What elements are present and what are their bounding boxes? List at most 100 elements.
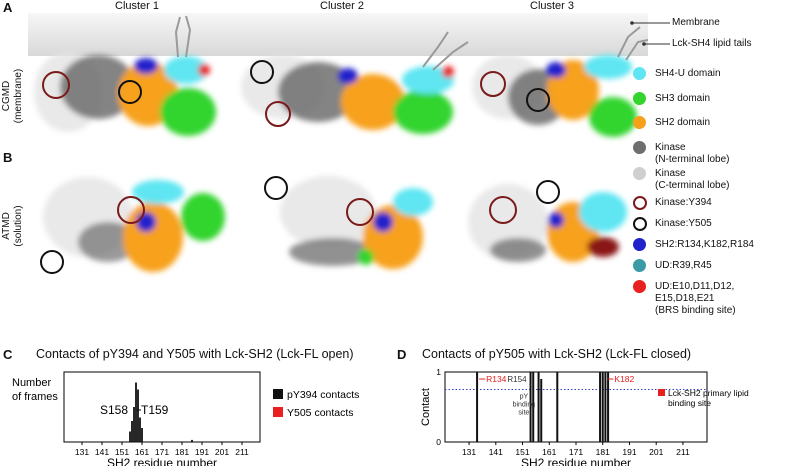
lipid-tails-label: Lck-SH4 lipid tails (672, 38, 752, 49)
y505-ring-icon (40, 250, 64, 274)
chart-c-ylabel: of frames (12, 391, 58, 403)
chart-d-bar (556, 372, 559, 442)
chart-c-xtick-label: 131 (75, 447, 89, 457)
chart-c-xtick-label: 211 (235, 447, 249, 457)
y505-ring-icon (118, 80, 142, 104)
row-label-cgmd: CGMD (membrane) (1, 61, 25, 131)
chart-d-highlight-label: K182 (614, 374, 634, 384)
chart-d-xtick-label: 161 (542, 447, 556, 457)
legend-label: Kinase (655, 142, 686, 153)
chart-c-bar (131, 421, 133, 442)
chart-d-legend-swatch-icon (658, 389, 665, 396)
legend-label: SH4-U domain (655, 68, 721, 79)
legend-item: Kinase:Y505 (633, 217, 712, 231)
y394-ring-icon (489, 196, 517, 224)
panel-letter-c: C (3, 347, 13, 362)
legend-label: UD:E10,D11,D12, (655, 281, 735, 292)
chart-d-highlight-label: R134 (486, 374, 507, 384)
legend-item: SH2 domain (633, 116, 711, 129)
row-label-atmd: ATMD (solution) (1, 191, 25, 261)
chart-d-bar (532, 372, 535, 442)
chart-d-title: Contacts of pY505 with Lck-SH2 (Lck-FL c… (422, 347, 692, 361)
row-label-cgmd-line1: CGMD (1, 80, 12, 112)
legend-swatch-icon (633, 92, 646, 105)
chart-d-xtick-label: 171 (569, 447, 583, 457)
membrane-band (28, 13, 648, 56)
legend-label: UD:R39,R45 (655, 260, 712, 271)
row-label-atmd-line2: (solution) (13, 205, 24, 247)
chart-d-xtick-label: 201 (649, 447, 663, 457)
y394-ring-icon (117, 196, 145, 224)
legend-label: (N-terminal lobe) (655, 154, 730, 165)
y394-ring-icon (346, 198, 374, 226)
y505-ring-icon (250, 60, 274, 84)
legend-item: UD:E10,D11,D12, E15,D18,E21 (BRS binding s… (633, 280, 736, 317)
lipid-tails (174, 15, 648, 71)
panel-letter-b: B (3, 150, 13, 165)
cgmd-cluster-2-structure (241, 55, 454, 134)
chart-d-ylabel: Contact (420, 388, 432, 426)
chart-c-title: Contacts of pY394 and Y505 with Lck-SH2 … (36, 347, 354, 361)
row-label-cgmd-line2: (membrane) (13, 68, 24, 124)
cluster-3-title: Cluster 3 (530, 0, 575, 12)
y394-ring-icon (265, 101, 291, 127)
chart-d-label-r154: R154 (507, 375, 527, 384)
cgmd-cluster-1-structure (34, 52, 216, 136)
chart-d-legend-label: Lck-SH2 primary lipid (668, 388, 749, 398)
legend-item: SH4-U domain (633, 67, 721, 80)
atmd-cluster-3-structure (468, 184, 627, 262)
chart-c-xlabel: SH2 residue number (107, 456, 217, 466)
legend-item: Kinase:Y394 (633, 196, 712, 210)
panel-letter-a: A (3, 0, 13, 15)
chart-d-ytick-label: 0 (436, 437, 441, 447)
chart-d-bar (540, 379, 543, 442)
legend-label: SH2 domain (655, 117, 711, 128)
chart-c-xtick-label: 191 (195, 447, 209, 457)
legend-swatch-icon (633, 67, 646, 80)
chart-c-bar (137, 389, 139, 442)
legend-swatch-icon (633, 280, 646, 293)
chart-c-annotation: T159 (141, 403, 169, 417)
chart-d: 131 141 151 161 171 181 191 201 211 0 1 R134 K182 R15… (420, 367, 749, 466)
panel-letter-d: D (397, 347, 407, 362)
chart-d-bar (537, 372, 540, 442)
legend-swatch-icon (633, 238, 646, 251)
y505-ring-icon (526, 88, 550, 112)
legend-swatch-icon (633, 259, 646, 272)
legend-item: SH3 domain (633, 92, 711, 105)
legend-ring-icon (633, 196, 647, 210)
chart-c-bar (141, 428, 143, 442)
legend-swatch-icon (633, 141, 646, 154)
chart-d-label-py: binding (513, 402, 536, 409)
legend-item: SH2:R134,K182,R184 (633, 238, 754, 251)
chart-d-bar (476, 372, 479, 442)
y505-ring-icon (264, 176, 288, 200)
chart-c-annotation: S158 (100, 403, 128, 417)
chart-d-xtick-label: 141 (489, 447, 503, 457)
legend-label: Kinase:Y505 (655, 218, 712, 229)
chart-c-legend-swatch-icon (273, 389, 283, 399)
legend-swatch-icon (633, 167, 646, 180)
legend-item: Kinase (C-terminal lobe) (633, 167, 729, 192)
chart-c-bar (139, 417, 141, 442)
chart-c-legend-swatch-icon (273, 407, 283, 417)
chart-c-xtick-label: 151 (115, 447, 129, 457)
chart-d-legend-label: binding site (668, 398, 711, 408)
atmd-cluster-2-structure (280, 176, 433, 269)
legend-label: SH3 domain (655, 93, 711, 104)
annotation-pointers (630, 21, 670, 46)
legend-label: E15,D18,E21 (655, 293, 715, 304)
chart-d-xlabel: SH2 residue number (521, 456, 631, 466)
y505-ring-icon (536, 180, 560, 204)
chart-c-xtick-label: 201 (215, 447, 229, 457)
chart-c-xtick-label: 161 (135, 447, 149, 457)
chart-d-bar (601, 372, 604, 442)
legend-swatch-icon (633, 116, 646, 129)
membrane-label: Membrane (672, 17, 720, 28)
chart-d-bar (607, 372, 610, 442)
legend-ring-icon (633, 217, 647, 231)
chart-c-legend-label: Y505 contacts (287, 407, 354, 419)
chart-d-xtick-label: 151 (515, 447, 529, 457)
chart-d-bar (604, 372, 607, 442)
legend-label: Kinase:Y394 (655, 197, 712, 208)
